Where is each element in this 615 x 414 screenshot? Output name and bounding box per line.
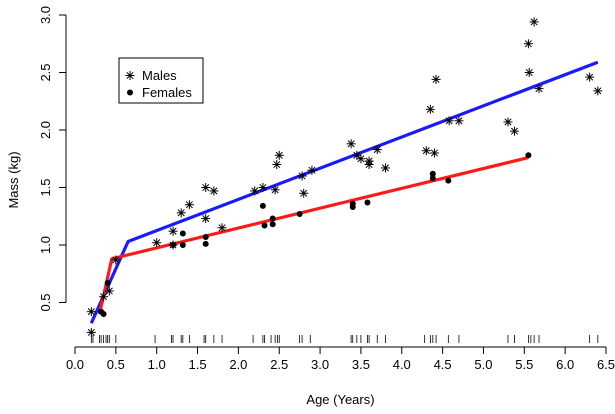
female-point [525,152,532,159]
male-point [503,117,513,127]
legend-label-males: Males [142,68,177,83]
male-point [250,186,260,196]
x-tick-label: 6.0 [556,357,574,372]
y-tick-label: 1.5 [38,178,53,196]
x-tick-label: 5.5 [515,357,533,372]
male-point [99,292,109,302]
legend-asterisk [125,71,135,80]
fit-line-females [97,156,529,315]
x-tick-label: 6.5 [597,357,615,372]
female-point [170,242,177,248]
male-point [425,104,435,114]
male-point [258,183,268,192]
male-point [444,116,454,126]
x-tick-label: 2.5 [270,357,288,372]
male-point [217,223,227,233]
y-tick-label: 0.5 [38,293,53,311]
male-point [104,286,114,296]
male-point [168,226,178,236]
female-point [104,279,111,286]
male-point [299,188,309,198]
female-point [445,177,452,184]
male-point [307,165,317,175]
male-point [454,116,464,126]
male-point [593,86,603,96]
male-point [184,200,194,210]
y-tick-label: 1.0 [38,236,53,254]
female-point [179,230,186,237]
legend-dot [127,89,133,96]
female-point [364,199,371,206]
female-point [202,233,209,240]
x-tick-label: 0.0 [66,357,84,372]
male-point [524,68,534,77]
female-point [269,215,276,222]
male-point [372,145,382,155]
male-point [297,171,307,181]
male-point [534,84,544,94]
y-tick-label: 2.5 [38,63,53,81]
male-point [272,160,282,169]
male-point [585,72,595,82]
x-axis-title: Age (Years) [306,392,374,407]
male-point [523,39,533,49]
male-point [209,186,219,196]
x-tick-label: 1.0 [148,357,166,372]
female-point [429,170,436,177]
x-tick-label: 4.0 [393,357,411,372]
male-point [270,185,280,195]
x-tick-label: 0.5 [107,357,125,372]
male-point [510,126,520,136]
male-point [86,327,96,337]
female-point [349,204,356,211]
male-point [421,146,431,156]
male-point [274,150,284,160]
x-tick-label: 2.0 [229,357,247,372]
male-point [86,307,96,317]
male-point [529,17,539,27]
legend-symbol-males [125,71,135,80]
legend: Males Females [118,57,204,104]
rug-marks [90,335,599,343]
male-point [111,255,121,265]
legend-label-females: Females [142,85,192,100]
y-tick-label: 2.0 [38,121,53,139]
female-point [269,221,276,228]
male-point [429,148,439,158]
male-point [346,139,356,149]
female-point [429,175,436,182]
male-point [201,214,211,224]
female-point [179,242,186,248]
male-point [152,238,162,248]
legend-box [118,57,204,104]
female-point [202,240,209,247]
male-point [356,154,366,164]
male-point [176,208,186,218]
female-point [100,311,107,317]
axes: 0.0 0.5 1.0 1.5 2.0 2.5 3.0 3.5 4.0 4.5 5.0 5.5 6.0 6… [38,6,615,372]
x-tick-label: 1.5 [188,357,206,372]
female-point [296,210,303,217]
x-tick-label: 5.0 [474,357,492,372]
x-tick-label: 3.5 [352,357,370,372]
male-point [201,183,211,192]
y-tick-label: 3.0 [38,6,53,24]
male-point [431,74,441,84]
x-tick-label: 4.5 [434,357,452,372]
legend-symbol-females [127,89,133,96]
female-point [261,222,268,229]
y-axis-title: Mass (kg) [6,151,21,208]
male-point [380,163,390,173]
male-point [364,156,374,166]
data-points [86,17,603,337]
x-tick-label: 3.0 [311,357,329,372]
female-point [259,202,266,209]
